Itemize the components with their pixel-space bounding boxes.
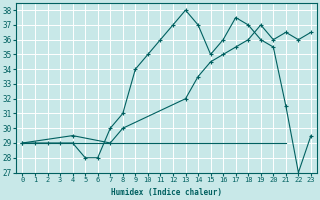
X-axis label: Humidex (Indice chaleur): Humidex (Indice chaleur) bbox=[111, 188, 222, 197]
